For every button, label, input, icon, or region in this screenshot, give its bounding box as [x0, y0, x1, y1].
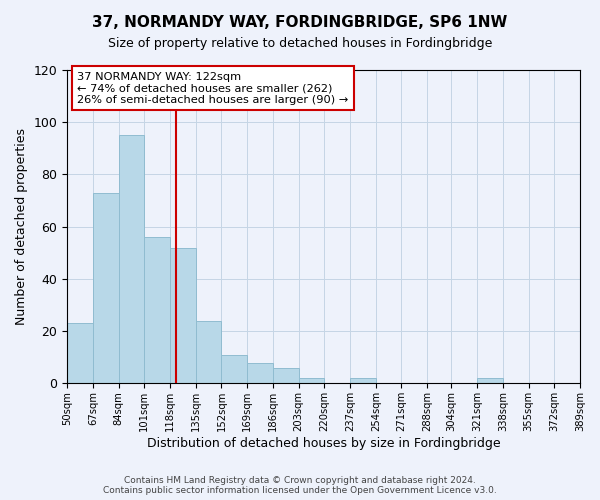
Text: 37, NORMANDY WAY, FORDINGBRIDGE, SP6 1NW: 37, NORMANDY WAY, FORDINGBRIDGE, SP6 1NW — [92, 15, 508, 30]
Text: Contains HM Land Registry data © Crown copyright and database right 2024.
Contai: Contains HM Land Registry data © Crown c… — [103, 476, 497, 495]
Y-axis label: Number of detached properties: Number of detached properties — [15, 128, 28, 325]
Bar — [247, 362, 273, 384]
Bar — [196, 320, 221, 384]
Bar — [170, 248, 196, 384]
Bar — [119, 136, 145, 384]
X-axis label: Distribution of detached houses by size in Fordingbridge: Distribution of detached houses by size … — [147, 437, 500, 450]
Bar — [145, 237, 170, 384]
Bar — [67, 324, 93, 384]
Bar — [93, 193, 119, 384]
Bar — [299, 378, 325, 384]
Bar — [350, 378, 376, 384]
Text: Size of property relative to detached houses in Fordingbridge: Size of property relative to detached ho… — [108, 38, 492, 51]
Bar — [273, 368, 299, 384]
Text: 37 NORMANDY WAY: 122sqm
← 74% of detached houses are smaller (262)
26% of semi-d: 37 NORMANDY WAY: 122sqm ← 74% of detache… — [77, 72, 349, 105]
Bar — [221, 354, 247, 384]
Bar — [477, 378, 503, 384]
